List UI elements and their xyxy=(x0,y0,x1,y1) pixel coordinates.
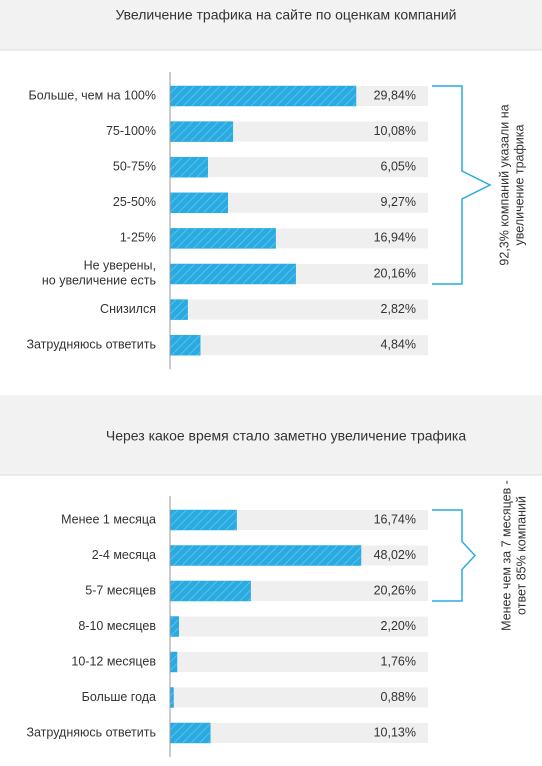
category-label: Затрудняюсь ответить xyxy=(26,725,156,739)
annotation: 92,3% компаний указали наувеличение траф… xyxy=(498,104,527,265)
bar xyxy=(169,228,276,249)
value-label: 48,02% xyxy=(374,548,416,562)
annotation: Менее чем за 7 месяцев -ответ 85% компан… xyxy=(500,480,529,631)
chart-title: Увеличение трафика на сайте по оценкам к… xyxy=(116,7,457,23)
value-label: 0,88% xyxy=(381,690,416,704)
value-label: 16,94% xyxy=(374,231,416,245)
bracket xyxy=(432,85,492,285)
value-label: 10,08% xyxy=(374,124,416,138)
value-label: 9,27% xyxy=(381,195,416,209)
bracket xyxy=(432,509,477,602)
value-label: 29,84% xyxy=(374,88,416,102)
bar xyxy=(169,509,237,531)
header-band xyxy=(0,0,542,50)
bar xyxy=(169,334,201,356)
bar xyxy=(169,156,208,178)
category-label: Больше, чем на 100% xyxy=(29,88,156,102)
category-label: Больше года xyxy=(82,690,156,704)
category-label: Менее 1 месяца xyxy=(61,512,156,526)
category-label: Затрудняюсь ответить xyxy=(26,337,156,351)
bar xyxy=(169,545,362,566)
bar xyxy=(169,651,178,673)
value-label: 20,16% xyxy=(374,266,416,280)
category-label: 10-12 месяцев xyxy=(71,654,156,668)
category-label: 5-7 месяцев xyxy=(85,583,156,597)
value-label: 20,26% xyxy=(374,583,416,597)
bar xyxy=(169,192,229,214)
value-label: 1,76% xyxy=(381,654,416,668)
category-label: 50-75% xyxy=(113,159,156,173)
bar xyxy=(169,580,251,602)
bar xyxy=(169,722,211,744)
value-label: 4,84% xyxy=(381,337,416,351)
bar-track xyxy=(170,616,428,637)
value-label: 6,05% xyxy=(381,159,416,173)
category-label: 75-100% xyxy=(106,124,156,138)
value-label: 2,82% xyxy=(381,302,416,316)
bar xyxy=(169,85,357,107)
bar-track xyxy=(170,652,428,672)
value-label: 16,74% xyxy=(374,512,416,526)
category-label: 8-10 месяцев xyxy=(78,619,156,633)
bar-track xyxy=(170,687,428,708)
chart-title: Через какое время стало заметно увеличен… xyxy=(106,428,466,444)
bar xyxy=(169,121,234,142)
bar-track xyxy=(170,299,428,320)
bar-track xyxy=(170,157,428,178)
bar-track xyxy=(170,335,428,356)
bar-track xyxy=(170,723,428,743)
category-label: Не уверены, но увеличение есть xyxy=(42,259,156,288)
category-label: Снизился xyxy=(100,302,156,316)
bar-track xyxy=(170,121,428,142)
bar xyxy=(169,263,296,285)
category-label: 2-4 месяца xyxy=(92,548,156,562)
value-label: 10,13% xyxy=(374,725,416,739)
category-label: 1-25% xyxy=(120,231,156,245)
category-label: 25-50% xyxy=(113,195,156,209)
bar-track xyxy=(170,192,428,213)
bar xyxy=(169,687,174,708)
bar xyxy=(169,299,188,320)
bar xyxy=(169,616,180,637)
header-band xyxy=(0,395,542,475)
value-label: 2,20% xyxy=(381,619,416,633)
